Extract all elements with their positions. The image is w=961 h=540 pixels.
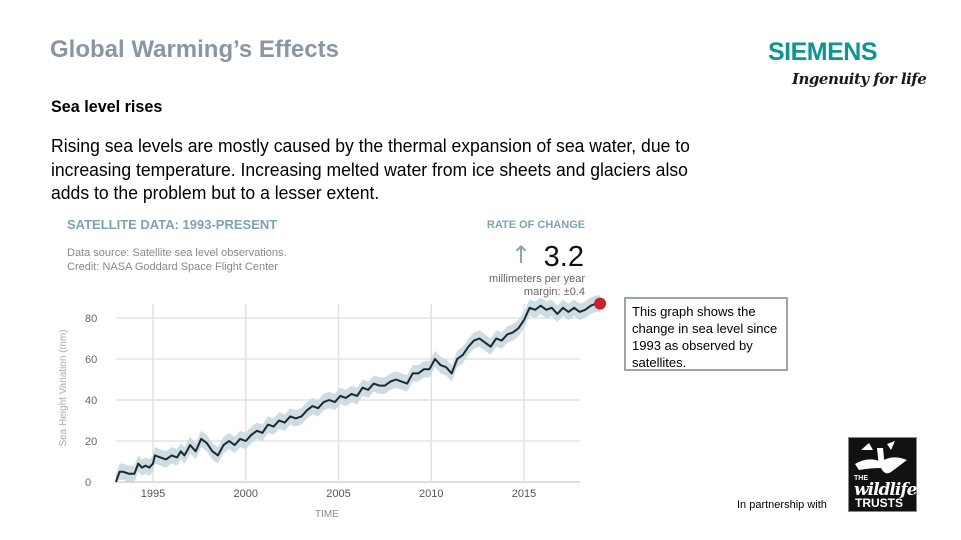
siemens-logo: SIEMENS xyxy=(768,38,878,66)
rate-unit: millimeters per year xyxy=(489,273,585,285)
siemens-tagline: Ingenuity for life xyxy=(792,70,927,88)
x-tick-label: 2000 xyxy=(234,488,258,500)
x-tick-label: 2010 xyxy=(419,488,443,500)
up-arrow-icon: ↑ xyxy=(511,241,531,269)
rate-margin: margin: ±0.4 xyxy=(524,286,585,298)
y-tick-label: 40 xyxy=(85,395,97,407)
graph-note-box: This graph shows the change in sea level… xyxy=(624,297,788,371)
y-tick-label: 0 xyxy=(85,477,91,489)
x-tick-label: 2015 xyxy=(512,488,536,500)
uncertainty-band-group xyxy=(115,295,601,482)
logo-the: THE xyxy=(854,475,868,482)
partner-label: In partnership with xyxy=(737,499,827,511)
badger-icon xyxy=(855,441,907,474)
x-axis-title: TIME xyxy=(315,509,339,520)
y-axis-title: Sea Height Variation (mm) xyxy=(58,329,69,446)
x-tick-label: 1995 xyxy=(141,488,165,500)
logo-wildlife: wildlife xyxy=(854,480,917,500)
series-line xyxy=(114,302,601,483)
chart-title: SATELLITE DATA: 1993-PRESENT xyxy=(67,217,277,232)
y-tick-label: 20 xyxy=(85,436,97,448)
body-paragraph: Rising sea levels are mostly caused by t… xyxy=(51,135,690,203)
chart-source-line: Data source: Satellite sea level observa… xyxy=(67,247,287,259)
logo-trusts: TRUSTS xyxy=(855,496,903,510)
rate-value: 3.2 xyxy=(544,241,584,273)
latest-point-marker xyxy=(594,297,607,310)
series-line-group xyxy=(114,297,607,483)
chart-source-line: Credit: NASA Goddard Space Flight Center xyxy=(67,261,278,273)
y-tick-label: 80 xyxy=(85,313,97,325)
rate-label: RATE OF CHANGE xyxy=(487,219,585,231)
y-tick-label: 60 xyxy=(85,354,97,366)
x-tick-label: 2005 xyxy=(326,488,350,500)
chart-labels: 0 20 40 60 80 1995 2000 2005 2010 2015 TIME Sea Hei… xyxy=(58,217,585,520)
uncertainty-band xyxy=(115,295,601,482)
slide-title: Global Warming’s Effects xyxy=(50,36,339,63)
wildlife-trusts-logo: THE wildlife TRUSTS xyxy=(848,437,917,512)
section-subtitle: Sea level rises xyxy=(51,97,163,116)
